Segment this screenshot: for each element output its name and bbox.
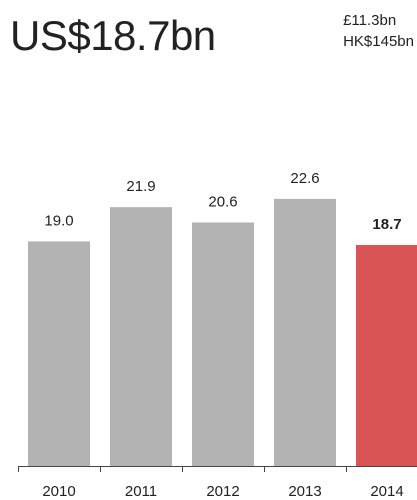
- value-label-2011: 21.9: [126, 178, 155, 195]
- value-label-2012: 20.6: [208, 194, 237, 211]
- x-tick-label-2012: 2012: [206, 483, 239, 500]
- bar-2012: [192, 222, 254, 466]
- x-tick-label-2011: 2011: [125, 483, 157, 500]
- bars-group: [28, 198, 417, 467]
- x-tick-label-2014: 2014: [370, 483, 403, 500]
- equivalent-hkd: HK$145bn: [343, 33, 414, 50]
- x-tick-label-2010: 2010: [42, 483, 75, 500]
- x-axis: 2010 2011 2012 2013 2014: [18, 466, 417, 500]
- bar-2010: [28, 241, 90, 466]
- bar-2011: [110, 207, 172, 466]
- x-tick-label-2013: 2013: [288, 483, 321, 500]
- bar-2014: [356, 244, 417, 466]
- headline-value: US$18.7bn: [10, 12, 216, 59]
- value-label-2013: 22.6: [290, 170, 319, 187]
- bar-2013: [274, 198, 336, 467]
- value-label-2010: 19.0: [44, 212, 73, 229]
- value-label-2014: 18.7: [372, 216, 401, 233]
- equivalent-gbp: £11.3bn: [343, 12, 397, 29]
- value-labels-group: 19.0 21.9 20.6 22.6 18.7: [44, 170, 401, 233]
- currency-equivalents: £11.3bn HK$145bn: [343, 10, 414, 52]
